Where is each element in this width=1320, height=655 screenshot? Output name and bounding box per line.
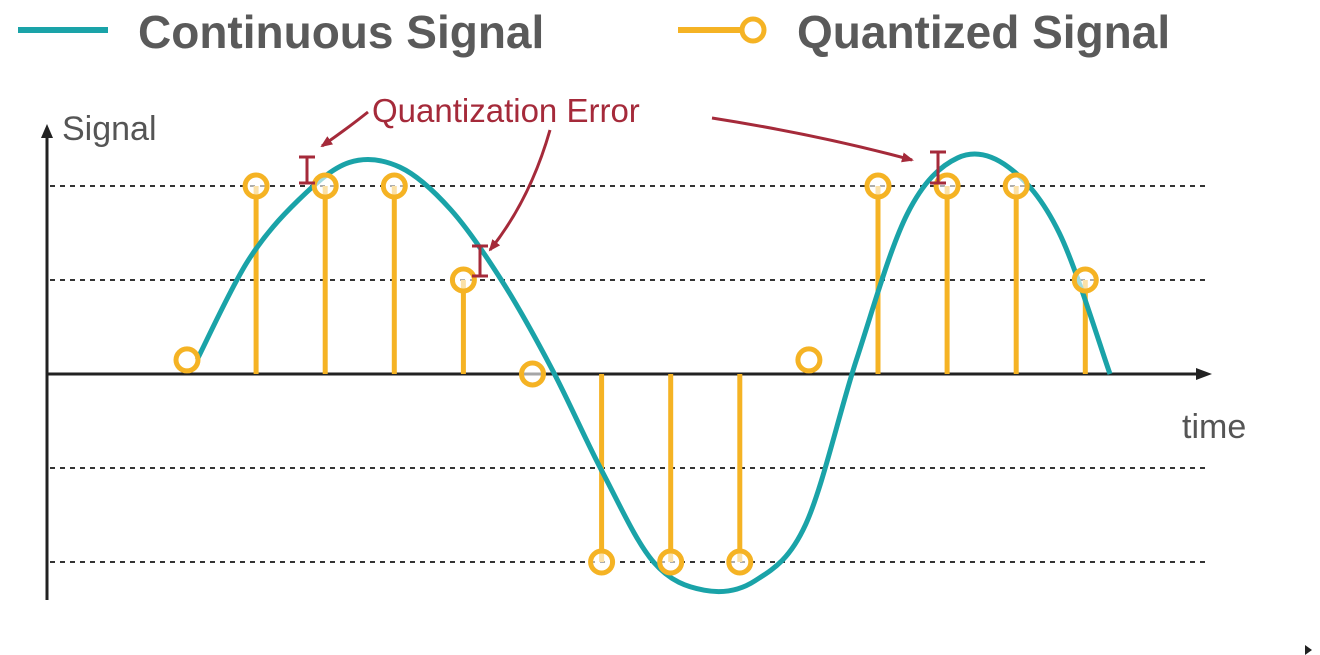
legend-quantized-marker <box>739 16 767 44</box>
y-axis-arrowhead <box>41 124 53 138</box>
continuous-signal-curve <box>194 151 1113 595</box>
error-arrow-3 <box>711 116 914 163</box>
sample-marker <box>519 360 546 388</box>
sample-marker <box>795 346 823 374</box>
sample-marker <box>588 548 616 576</box>
quantization-error-annotation: Quantization Error <box>299 92 946 278</box>
sample-marker <box>657 548 685 576</box>
sample-marker <box>311 172 339 200</box>
axes: Signal time <box>41 110 1246 600</box>
x-axis-label: time <box>1182 408 1246 446</box>
sample-marker <box>242 172 270 200</box>
y-axis-label: Signal <box>62 110 157 148</box>
sample-marker <box>449 266 477 294</box>
sample-marker <box>173 346 201 374</box>
error-bar-2 <box>472 244 488 278</box>
legend-continuous-label: Continuous Signal <box>138 6 544 58</box>
quantized-markers <box>173 172 1099 576</box>
error-bar-3 <box>930 150 946 185</box>
legend-quantized-label: Quantized Signal <box>797 6 1170 58</box>
legend: Continuous Signal Quantized Signal <box>18 6 1170 58</box>
sample-marker <box>726 548 754 576</box>
sample-marker <box>1002 172 1030 200</box>
sample-marker <box>1071 266 1099 294</box>
error-arrow-1 <box>320 110 369 148</box>
error-arrow-2 <box>488 129 552 252</box>
error-bar-1 <box>299 155 315 185</box>
sample-marker <box>380 172 408 200</box>
x-axis-arrowhead <box>1196 368 1212 380</box>
sample-marker <box>864 172 892 200</box>
corner-mark <box>1305 645 1312 655</box>
sample-marker <box>933 172 961 200</box>
quantization-error-label: Quantization Error <box>372 92 640 129</box>
